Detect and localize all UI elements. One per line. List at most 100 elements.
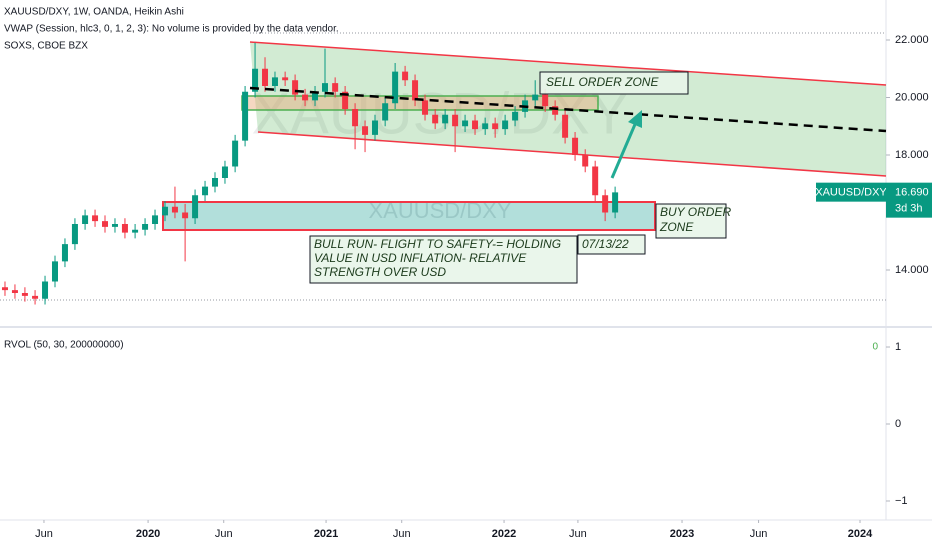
candle-body [121,223,128,233]
candle-body [292,80,299,95]
candle-body [492,123,499,130]
thesis-note: BULL RUN- FLIGHT TO SAFETY-= HOLDING [314,237,561,251]
candle-body [242,91,249,141]
candle-body [482,123,489,130]
candle-body [152,215,159,224]
price-tag-symbol: XAUUSD/DXY [815,187,887,199]
compare-line: SOXS, CBOE BZX [4,41,88,52]
candle-body [142,223,149,230]
symbol-line: XAUUSD/DXY, 1W, OANDA, Heikin Ashi [4,7,184,18]
candle-body [111,223,118,227]
candle-body [532,94,539,101]
x-tick-label: Jun [215,528,233,540]
price-tag-box [886,182,932,218]
candle-body [602,195,609,213]
x-tick-label: Jun [750,528,768,540]
candle-body [562,114,569,138]
candle-body [202,186,209,196]
candle-body [342,91,349,109]
x-tick-label: Jun [35,528,53,540]
candle-body [212,177,219,187]
y-tick-label: 0 [895,418,901,430]
candle-body [332,83,339,92]
y-tick-label: 14.000 [895,264,929,276]
x-tick-label: Jun [393,528,411,540]
candle-body [51,261,58,282]
candle-body [302,94,309,101]
candle-body [21,293,28,296]
candle-body [452,114,459,127]
candle-body [352,108,359,127]
x-tick-label: 2022 [492,528,516,540]
buy-note: ZONE [659,220,694,234]
candle-body [32,295,39,299]
candle-body [402,71,409,81]
candle-body [502,120,509,130]
candle-body [1,287,8,291]
candle-body [382,103,389,121]
price-tag-symbol-box [816,182,886,202]
arrow-head [628,110,642,128]
x-tick-label: 2021 [314,528,338,540]
x-tick-label: 2023 [670,528,694,540]
candle-body [132,229,139,233]
y-tick-label: 18.000 [895,149,929,161]
candle-body [612,192,619,213]
buy-zone-box [162,201,656,231]
buy-note: BUY ORDER [660,205,731,219]
sell-note: SELL ORDER ZONE [546,75,659,89]
channel-bottom [257,131,887,177]
candle-body [92,215,99,222]
candle-body [192,195,199,219]
arrow-shaft [610,121,638,179]
candle-body [82,215,89,224]
y-tick-label: 1 [895,341,901,353]
candle-body [472,120,479,130]
candle-body [11,290,18,294]
vwap-line: VWAP (Session, hlc3, 0, 1, 2, 3): No vol… [4,24,339,35]
candle-body [462,120,469,127]
candle-body [71,223,78,245]
candle-body [442,114,449,124]
price-tag-last: 16.690 [895,187,929,199]
thesis-note: STRENGTH OVER USD [314,265,446,279]
candle-body [161,206,168,216]
candle-body [262,68,269,86]
candle-body [432,114,439,124]
mid-line [249,86,887,133]
candle-body [182,212,189,219]
candle-body [592,166,599,196]
candle-body [312,91,319,101]
candle-body [552,106,559,115]
x-tick-label: Jun [569,528,587,540]
price-tag-countdown: 3d 3h [895,203,923,215]
candle-body [362,126,369,135]
date-note: 07/13/22 [582,237,629,251]
x-tick-label: 2020 [136,528,160,540]
candle-body [271,77,278,86]
buy-note-box [655,203,727,239]
sell-note-box [539,71,689,95]
candle-body [42,281,49,299]
candle-body [232,140,239,167]
y-tick-label: 22.000 [895,34,929,46]
x-tick-label: 2024 [848,528,873,540]
candle-body [252,68,259,92]
candle-body [321,83,328,92]
candle-body [542,94,549,107]
y-tick-label: 20.000 [895,91,929,103]
candle-body [171,206,178,213]
candle-body [582,154,589,167]
candle-body [412,80,419,101]
candle-body [512,111,519,121]
channel-top [249,41,887,86]
rvol-title: RVOL (50, 30, 200000000) [4,340,124,351]
date-box [577,234,646,255]
y-tick-label: −1 [895,495,908,507]
candle-body [221,166,228,178]
thesis-note: VALUE IN USD INFLATION- RELATIVE [314,251,527,265]
rvol-value: 0 [872,342,878,353]
candle-body [282,77,289,81]
candle-body [572,137,579,155]
